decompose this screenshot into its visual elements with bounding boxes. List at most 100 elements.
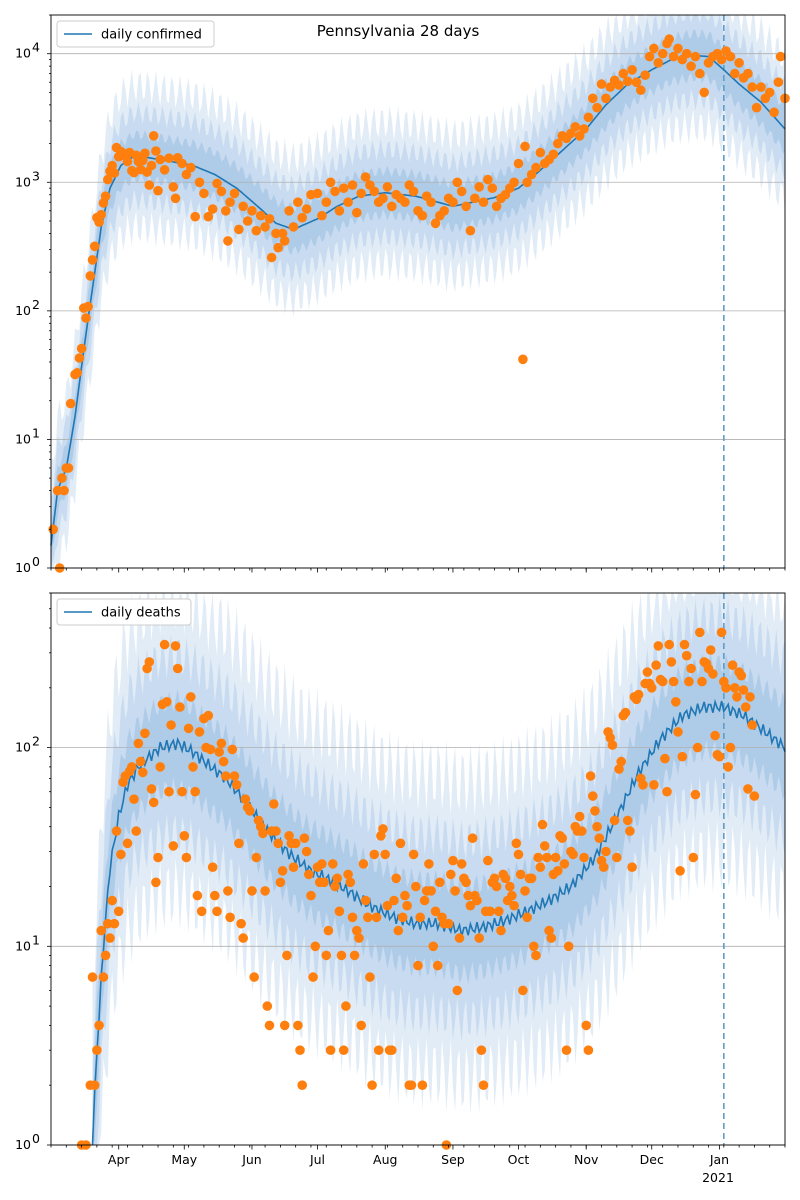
data-point <box>181 852 192 863</box>
data-point <box>308 972 318 982</box>
data-point <box>135 756 146 767</box>
data-point <box>260 886 270 896</box>
y-tick-label: 10 <box>15 303 31 318</box>
data-point <box>210 890 220 901</box>
data-point <box>507 890 517 901</box>
data-point <box>216 738 227 749</box>
data-point <box>223 236 233 246</box>
confidence-bands <box>51 15 785 568</box>
y-tick-label: 10 <box>15 1137 31 1152</box>
data-point <box>773 77 784 87</box>
data-point <box>625 826 635 836</box>
data-point <box>181 169 192 180</box>
data-point <box>520 141 530 152</box>
data-point <box>570 122 581 132</box>
data-point <box>72 368 82 378</box>
data-point <box>122 156 133 167</box>
data-point <box>271 228 281 239</box>
data-point <box>515 869 526 880</box>
data-point <box>103 174 113 185</box>
data-point <box>417 1080 428 1090</box>
data-point <box>229 771 240 781</box>
data-point <box>470 193 480 204</box>
data-point <box>550 852 561 863</box>
data-point <box>234 224 244 235</box>
data-point <box>190 211 200 222</box>
data-point <box>170 193 181 204</box>
data-point <box>435 877 445 888</box>
data-point <box>238 933 248 943</box>
data-point <box>769 107 779 118</box>
data-point <box>553 138 563 149</box>
data-point <box>688 852 699 863</box>
y-tick-label: 10 <box>15 174 31 189</box>
data-point <box>690 51 701 62</box>
data-point <box>483 855 493 866</box>
data-point <box>708 669 718 679</box>
data-point <box>684 676 694 687</box>
data-point <box>588 791 598 801</box>
data-point <box>251 225 262 236</box>
data-point <box>756 82 766 92</box>
data-point <box>133 738 144 749</box>
data-point <box>568 849 578 860</box>
data-point <box>109 168 120 178</box>
data-point <box>227 744 238 755</box>
data-point <box>325 1045 336 1055</box>
data-point <box>494 906 504 917</box>
data-point <box>65 398 76 409</box>
data-point <box>269 799 279 809</box>
data-point <box>301 204 312 214</box>
data-point <box>336 950 347 961</box>
legend-box <box>56 598 192 626</box>
data-point <box>100 191 111 201</box>
data-point <box>293 1020 303 1031</box>
data-point <box>690 789 701 800</box>
data-point <box>221 206 231 216</box>
data-point <box>170 641 181 651</box>
data-point <box>196 906 207 917</box>
data-point <box>627 65 637 75</box>
data-point <box>730 68 740 79</box>
data-point <box>85 271 96 281</box>
data-point <box>391 873 402 884</box>
data-point <box>188 762 198 772</box>
data-point <box>251 852 262 863</box>
data-point <box>452 985 463 996</box>
data-point <box>609 815 620 826</box>
data-point <box>627 862 637 872</box>
data-point <box>356 1020 367 1031</box>
data-point <box>229 188 240 199</box>
data-point <box>387 201 397 212</box>
data-point <box>223 886 233 896</box>
data-point <box>264 214 275 224</box>
data-point <box>194 177 205 188</box>
data-point <box>553 866 563 876</box>
x-tick-label: Dec <box>640 1152 664 1167</box>
data-point <box>177 786 187 797</box>
data-point <box>389 895 399 906</box>
legend-label: daily confirmed <box>101 28 202 43</box>
data-point <box>574 811 585 822</box>
data-point <box>306 890 316 901</box>
data-point <box>426 886 436 896</box>
data-point <box>159 165 170 175</box>
data-point <box>544 925 554 936</box>
data-point <box>190 786 200 797</box>
data-point <box>400 197 410 207</box>
data-point <box>714 751 725 762</box>
data-point <box>679 639 690 650</box>
data-point <box>378 824 388 834</box>
y-tick-label: 10 <box>15 431 31 446</box>
data-point <box>461 201 471 212</box>
data-point <box>192 890 203 901</box>
data-point <box>721 683 731 693</box>
data-point <box>94 1020 104 1031</box>
data-point <box>205 744 216 755</box>
data-point <box>533 852 543 863</box>
data-point <box>749 791 760 801</box>
data-point <box>349 950 360 961</box>
data-point <box>92 1045 102 1055</box>
data-point <box>400 890 410 901</box>
